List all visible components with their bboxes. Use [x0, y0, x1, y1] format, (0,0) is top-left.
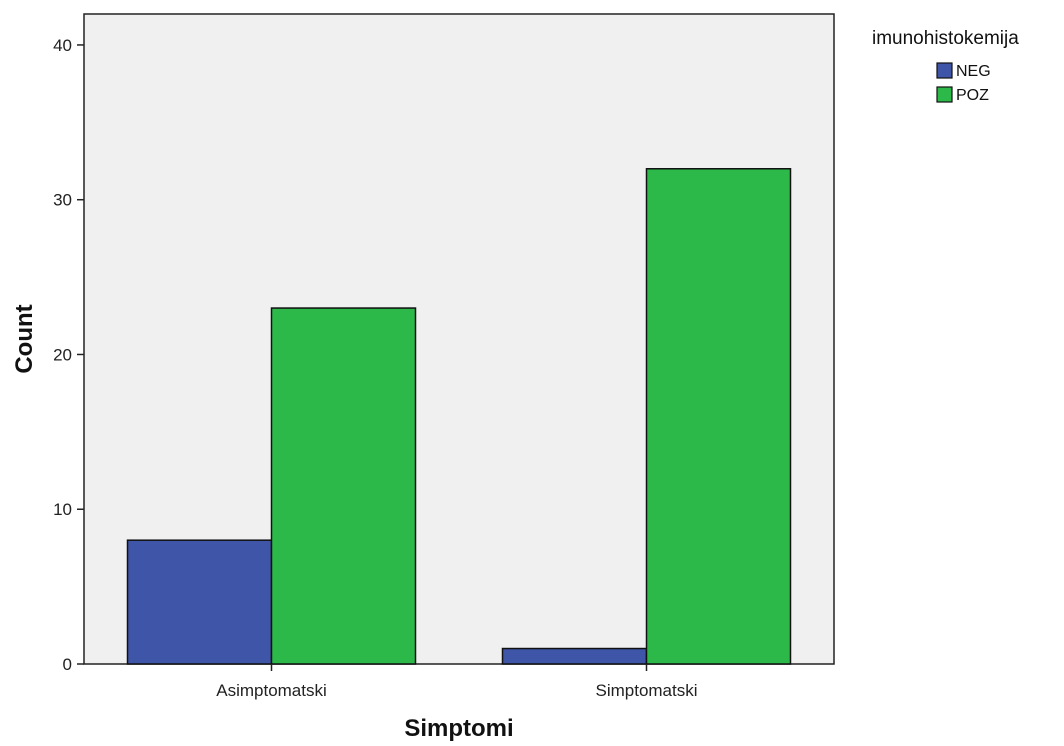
legend-label-neg: NEG [956, 63, 991, 80]
x-axis: Asimptomatski Simptomatski [216, 664, 698, 700]
bar-poz-simptomatski [645, 168, 792, 665]
y-tick-label: 20 [53, 345, 72, 364]
bar-poz-asimptomatski [270, 307, 417, 665]
y-axis-title: Count [11, 304, 38, 373]
bars [126, 168, 792, 665]
bar-neg-asimptomatski [126, 539, 273, 665]
y-tick-label: 40 [53, 36, 72, 55]
legend-title: imunohistokemija [872, 28, 1019, 49]
legend-label-poz: POZ [956, 87, 989, 104]
x-tick-label: Asimptomatski [216, 681, 327, 700]
x-axis-title: Simptomi [404, 715, 513, 742]
y-tick-label: 0 [63, 655, 72, 674]
x-tick-label: Simptomatski [595, 681, 697, 700]
y-axis: 0 10 20 30 40 [53, 36, 84, 674]
y-tick-label: 30 [53, 191, 72, 210]
bar-neg-simptomatski [501, 647, 648, 665]
legend-swatch-poz [936, 86, 953, 103]
legend: imunohistokemija NEG POZ [872, 28, 1019, 104]
y-tick-label: 10 [53, 500, 72, 519]
legend-swatch-neg [936, 62, 953, 79]
